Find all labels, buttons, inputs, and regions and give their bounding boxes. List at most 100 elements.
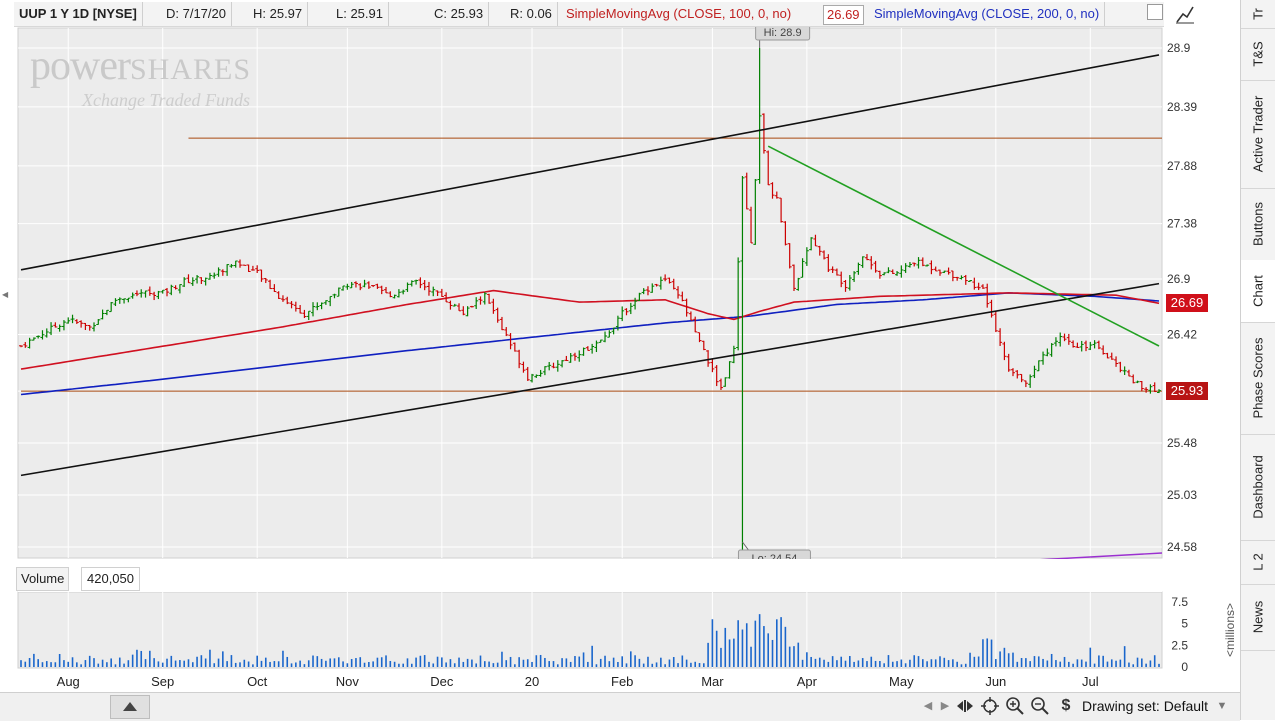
ohlc-bar	[701, 340, 706, 351]
ohlc-bar	[293, 301, 298, 312]
tab-t-s[interactable]: T&S	[1241, 28, 1275, 81]
sma100-last-badge: 26.69	[1166, 294, 1208, 313]
ohlc-bar	[401, 289, 406, 295]
zoom-in-icon[interactable]	[1005, 696, 1025, 716]
ohlc-bar	[547, 362, 552, 371]
ohlc-bar	[624, 308, 629, 316]
ohlc-bar	[216, 267, 221, 277]
ohlc-bar	[469, 305, 474, 308]
ohlc-bar	[517, 349, 522, 369]
date-label: D: 7/17/20	[161, 2, 232, 26]
close-label: C: 25.93	[429, 2, 490, 26]
ohlc-bar	[242, 264, 247, 266]
ohlc-bar	[736, 257, 741, 351]
ohlc-bar	[332, 293, 337, 299]
ohlc-bar	[280, 295, 285, 302]
hi-marker-label: Hi: 28.9	[764, 27, 802, 39]
ohlc-bar	[1152, 382, 1157, 393]
ohlc-bar	[645, 286, 650, 296]
zoom-out-icon[interactable]	[1030, 696, 1050, 716]
dropdown-arrow-icon[interactable]: ▼	[1216, 700, 1228, 712]
left-collapse-arrow-icon[interactable]: ◀	[2, 290, 9, 299]
ohlc-bar	[628, 302, 633, 315]
ohlc-bar	[19, 345, 23, 348]
ohlc-bar	[233, 260, 238, 268]
ohlc-bar	[298, 305, 303, 314]
ohlc-bar	[263, 277, 268, 284]
chart-canvas[interactable]: 28.9 28.39 27.88 27.38 26.9 26.42 25.48 25.03 24…	[0, 0, 1240, 692]
tab-chart[interactable]: Chart	[1241, 260, 1275, 323]
tab-news[interactable]: News	[1241, 584, 1275, 651]
ohlc-bar	[530, 373, 535, 383]
ohlc-bar	[1092, 340, 1097, 349]
ohlc-bar	[461, 306, 466, 316]
crosshair-icon[interactable]	[980, 696, 1000, 716]
ohlc-bar	[633, 297, 638, 310]
ohlc-bar	[585, 346, 590, 351]
ohlc-bar	[950, 270, 955, 282]
ohlc-bar	[113, 298, 118, 307]
ohlc-bar	[1066, 333, 1071, 345]
tab-l-2[interactable]: L 2	[1241, 540, 1275, 585]
x-tick-label: Aug	[57, 674, 80, 689]
price-tick-label: 28.9	[1167, 41, 1191, 55]
tab-buttons[interactable]: Buttons	[1241, 188, 1275, 261]
tab-dashboard[interactable]: Dashboard	[1241, 434, 1275, 541]
settings-square-icon[interactable]	[1147, 4, 1163, 20]
ohlc-bar	[903, 263, 908, 273]
ohlc-bar	[937, 269, 942, 276]
ohlc-bar	[1041, 351, 1046, 365]
scroll-left-icon[interactable]: ◀	[923, 700, 933, 712]
ohlc-bar	[36, 335, 41, 339]
sma200-label[interactable]: SimpleMovingAvg (CLOSE, 200, 0, no)	[869, 2, 1106, 26]
ohlc-bar	[311, 302, 316, 317]
ohlc-bar	[457, 303, 462, 312]
ohlc-bar	[1023, 380, 1028, 388]
ohlc-bar	[714, 365, 719, 387]
ohlc-bar	[302, 309, 307, 319]
ohlc-bar	[169, 284, 174, 296]
price-scale-icon[interactable]: $	[1061, 697, 1071, 714]
right-side-tabs: Tr T&S Active Trader Buttons Chart Phase Scor…	[1240, 0, 1275, 720]
ohlc-bar	[946, 267, 951, 275]
price-tick-label: 24.58	[1167, 540, 1197, 554]
scroll-up-button[interactable]	[110, 695, 150, 719]
sma100-value: 26.69	[823, 5, 864, 25]
x-tick-label: May	[889, 674, 914, 689]
drawing-set-label[interactable]: Drawing set: Default	[1082, 698, 1209, 714]
price-panel[interactable]: 28.9 28.39 27.88 27.38 26.9 26.42 25.48 25.03 24…	[17, 23, 1197, 567]
ohlc-bar	[654, 283, 659, 287]
volume-panel[interactable]: 7.5 5 2.5 0 <millions>	[17, 566, 1237, 674]
ohlc-bar	[684, 298, 689, 317]
tab-label: Buttons	[1250, 201, 1266, 247]
ohlc-bar	[877, 270, 882, 279]
price-tick-label: 25.03	[1167, 488, 1197, 502]
ohlc-bar	[431, 286, 436, 297]
ohlc-bar	[1010, 368, 1015, 377]
sma100-label[interactable]: SimpleMovingAvg (CLOSE, 100, 0, no)	[566, 6, 792, 21]
ohlc-bar	[1109, 352, 1114, 360]
drawing-tool-icon[interactable]	[1175, 4, 1195, 24]
ohlc-bar	[40, 330, 45, 340]
ohlc-bar	[1135, 380, 1140, 384]
tab-tr[interactable]: Tr	[1241, 0, 1275, 29]
tab-active-trader[interactable]: Active Trader	[1241, 80, 1275, 189]
ohlc-bar	[482, 292, 487, 305]
ohlc-bar	[156, 290, 161, 300]
symbol-label[interactable]: UUP 1 Y 1D [NYSE]	[14, 2, 143, 26]
expand-horizontal-icon[interactable]	[955, 696, 975, 716]
ohlc-bar	[1139, 381, 1144, 392]
ohlc-bar	[1083, 340, 1088, 352]
scroll-right-icon[interactable]: ▶	[940, 700, 950, 712]
ohlc-bar	[285, 296, 290, 305]
ohlc-bar	[375, 283, 380, 289]
ohlc-bar	[1032, 365, 1037, 379]
ohlc-bar	[667, 277, 672, 284]
ohlc-bar	[972, 277, 977, 290]
ohlc-bar	[83, 322, 88, 330]
ohlc-bar	[349, 281, 354, 289]
ohlc-bar	[929, 260, 934, 275]
ohlc-bar	[1122, 366, 1127, 376]
tab-phase-scores[interactable]: Phase Scores	[1241, 322, 1275, 435]
x-tick-label: 20	[525, 674, 539, 689]
